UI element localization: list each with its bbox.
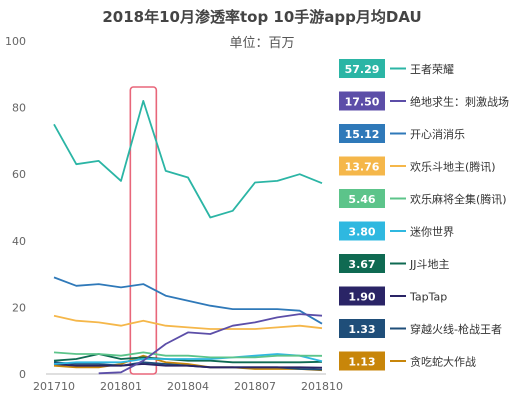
legend-value: 1.33: [348, 323, 375, 336]
series-line: [53, 351, 323, 359]
legend: 57.29 王者荣耀 17.50 绝地求生：刺激战场 15.12 开心消消乐 13.76 欢乐…: [339, 59, 509, 371]
legend-badge: [339, 189, 385, 208]
x-tick-label: 201801: [100, 380, 142, 393]
legend-item: 1.13 贪吃蛇大作战: [339, 351, 476, 371]
legend-value: 5.46: [348, 193, 375, 206]
legend-value: 13.76: [345, 161, 380, 174]
y-tick-label: 20: [12, 301, 26, 314]
legend-label: 贪吃蛇大作战: [410, 355, 476, 369]
x-tick-label: 201710: [33, 380, 75, 393]
legend-value: 1.13: [348, 356, 375, 369]
x-tick-label: 201807: [234, 380, 276, 393]
legend-label: 绝地求生：刺激战场: [410, 95, 509, 109]
chart-subtitle: 单位：百万: [229, 36, 294, 51]
y-tick-label: 0: [19, 368, 26, 381]
legend-badge: [339, 286, 385, 306]
legend-item: 57.29 王者荣耀: [339, 59, 454, 78]
legend-label: 开心消消乐: [410, 127, 465, 141]
y-tick-label: 80: [12, 102, 26, 115]
series-line: [53, 363, 323, 369]
series-line: [98, 313, 323, 375]
legend-item: 15.12 开心消消乐: [339, 124, 465, 143]
legend-value: 3.67: [348, 258, 375, 271]
legend-label: 欢乐麻将全集(腾讯): [410, 192, 507, 206]
x-axis: 201710 201801 201804 201807 201810: [33, 373, 343, 393]
series-line: [53, 354, 323, 372]
legend-label: JJ斗地主: [409, 258, 450, 271]
legend-item: 3.80 迷你世界: [339, 221, 454, 241]
legend-item: 13.76 欢乐斗地主(腾讯): [339, 156, 496, 176]
legend-badge: [339, 254, 385, 273]
legend-item: 5.46 欢乐麻将全集(腾讯): [339, 189, 507, 208]
x-tick-label: 201810: [301, 380, 343, 393]
highlight-box: [129, 86, 158, 375]
series-line: [53, 314, 323, 330]
y-tick-label: 100: [5, 35, 26, 48]
series-line: [53, 353, 323, 365]
legend-badge: [339, 351, 385, 371]
legend-badge: [339, 91, 385, 111]
legend-badge: [339, 59, 385, 78]
legend-value: 3.80: [348, 226, 375, 239]
legend-badge: [339, 319, 385, 338]
y-tick-label: 40: [12, 235, 26, 248]
legend-badge: [339, 156, 385, 176]
legend-value: 17.50: [345, 96, 380, 109]
legend-label: 王者荣耀: [410, 63, 454, 76]
legend-value: 57.29: [345, 63, 380, 76]
legend-value: 1.90: [348, 291, 375, 304]
chart-title: 2018年10月渗透率top 10手游app月均DAU: [102, 8, 421, 26]
y-axis: 0 20 40 60 80 100: [5, 35, 26, 381]
legend-label: 穿越火线-枪战王者: [410, 322, 502, 336]
series-line: [53, 100, 323, 219]
legend-value: 15.12: [345, 128, 380, 141]
legend-item: 1.90 TapTap: [339, 286, 447, 306]
y-tick-label: 60: [12, 168, 26, 181]
plot-area: [53, 86, 323, 375]
legend-item: 17.50 绝地求生：刺激战场: [339, 91, 509, 111]
legend-item: 1.33 穿越火线-枪战王者: [339, 319, 502, 338]
legend-badge: [339, 124, 385, 143]
series-line: [53, 276, 323, 325]
legend-item: 3.67 JJ斗地主: [339, 254, 450, 273]
x-tick-label: 201804: [167, 380, 209, 393]
legend-label: 欢乐斗地主(腾讯): [410, 160, 496, 174]
legend-label: 迷你世界: [410, 226, 454, 239]
legend-badge: [339, 221, 385, 241]
legend-label: TapTap: [409, 291, 447, 304]
